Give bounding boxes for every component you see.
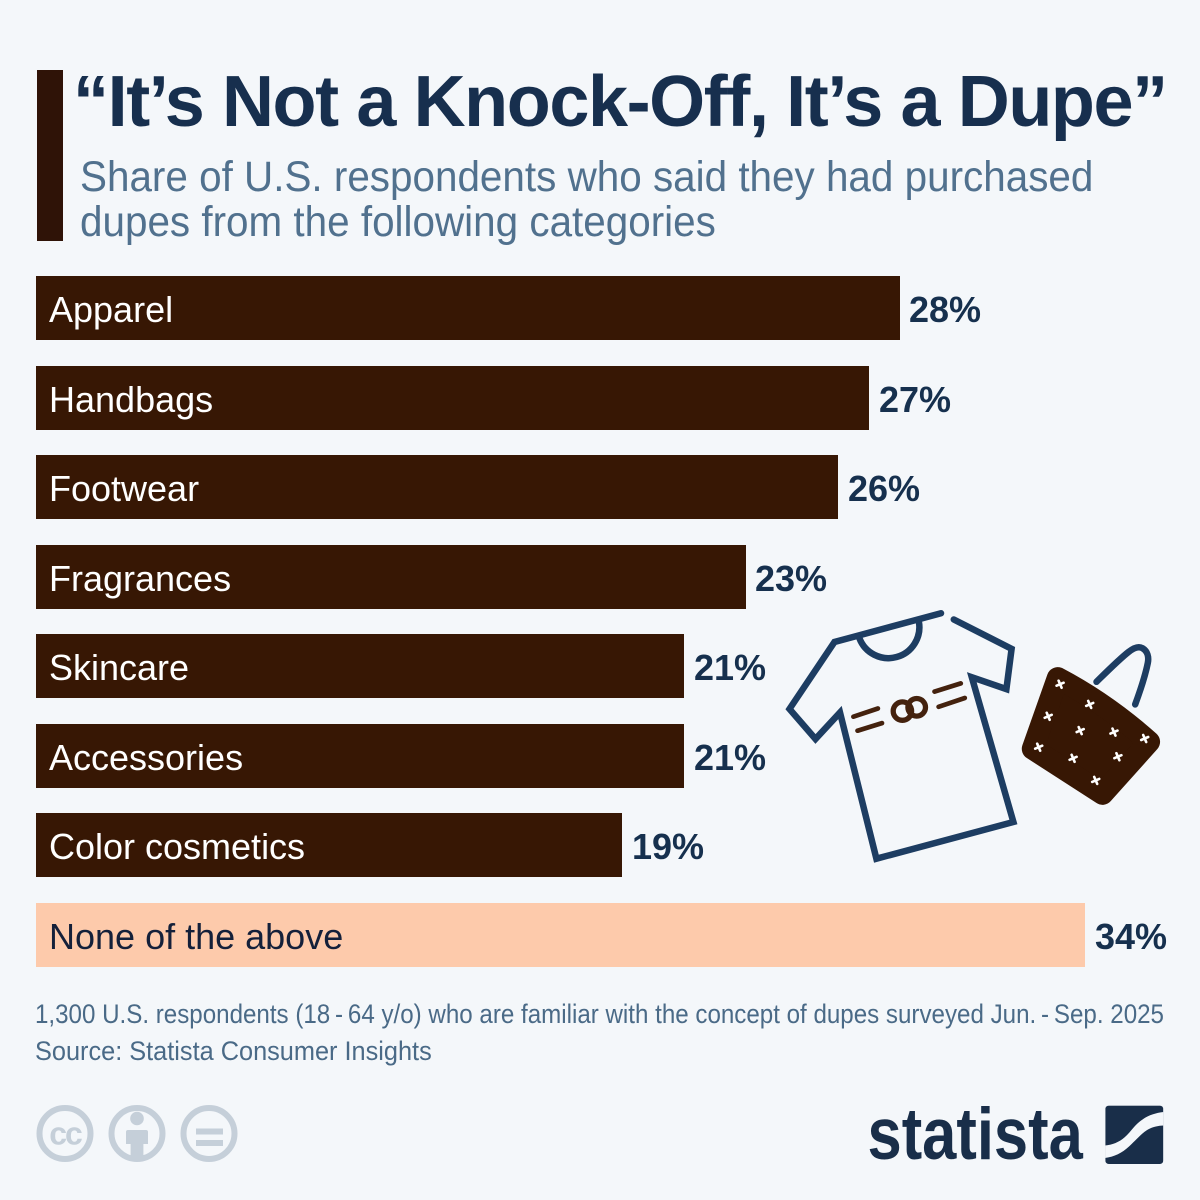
svg-text:statista: statista (868, 1094, 1084, 1175)
svg-text:cc: cc (49, 1116, 82, 1152)
